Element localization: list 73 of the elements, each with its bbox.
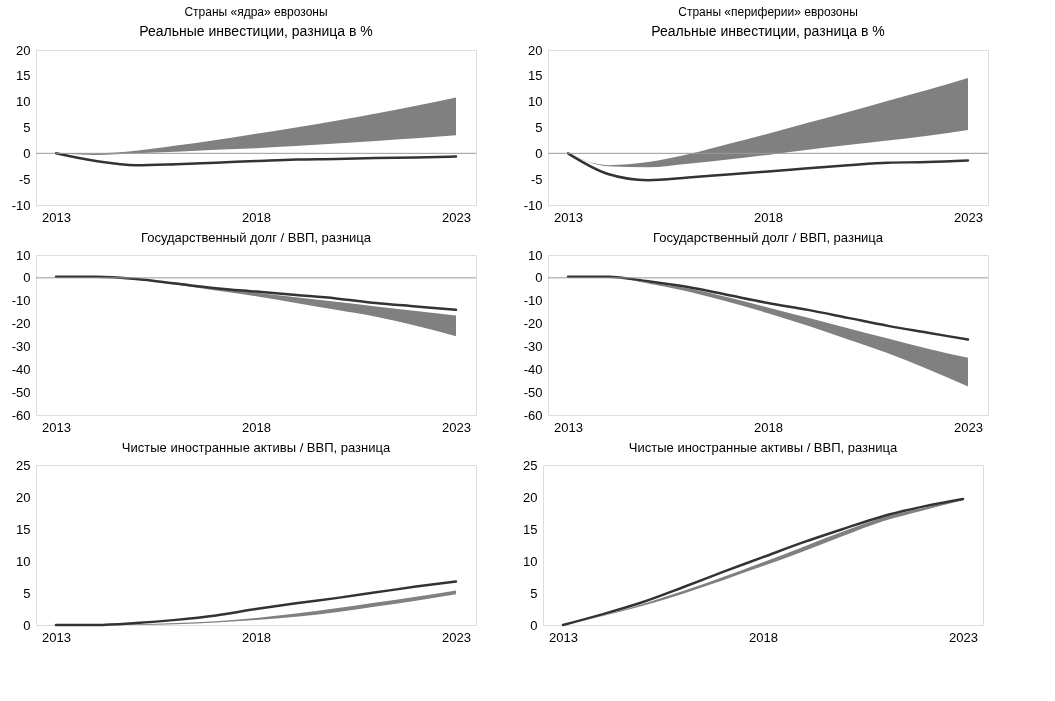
line-series: [566, 275, 970, 341]
y-tick-label: -30: [523, 338, 543, 354]
y-tick-label: 0: [23, 270, 31, 286]
y-tick-label: 0: [535, 145, 543, 161]
y-tick-label: 20: [528, 42, 543, 58]
y-tick-label: 15: [523, 521, 538, 537]
chart-title: Государственный долг / ВВП, разница: [652, 230, 884, 245]
chart-title: Страны «ядра» еврозоны: [184, 5, 328, 19]
y-tick-label: 25: [16, 457, 31, 473]
y-tick-label: 10: [16, 247, 31, 263]
line-series: [54, 580, 458, 627]
x-tick-label: 2013: [554, 419, 583, 435]
x-tick-label: 2013: [42, 629, 71, 645]
x-tick-label: 2023: [954, 209, 983, 225]
y-tick-label: 5: [23, 585, 31, 601]
y-tick-label: -40: [523, 361, 543, 377]
x-tick-label: 2013: [554, 209, 583, 225]
y-tick-label: 10: [16, 553, 31, 569]
y-tick-label: 5: [23, 120, 31, 135]
x-tick-label: 2018: [754, 209, 783, 225]
y-tick-label: -10: [523, 197, 543, 213]
y-tick-label: 15: [16, 521, 31, 537]
y-tick-label: -10: [11, 197, 31, 213]
x-tick-label: 2023: [949, 629, 978, 645]
y-tick-label: 20: [16, 489, 31, 505]
y-tick-label: 0: [530, 617, 538, 633]
x-tick-label: 2023: [954, 419, 983, 435]
x-tick-label: 2013: [549, 629, 578, 645]
y-tick-label: 10: [528, 94, 543, 110]
x-tick-label: 2018: [242, 419, 271, 435]
y-tick-label: 25: [523, 457, 538, 473]
x-tick-label: 2023: [442, 629, 471, 645]
y-tick-label: -50: [11, 384, 31, 400]
chart-title: Государственный долг / ВВП, разница: [140, 230, 372, 245]
x-tick-label: 2018: [242, 209, 271, 225]
y-tick-label: -5: [18, 171, 31, 187]
y-tick-label: -10: [11, 293, 31, 309]
y-tick-label: -30: [11, 338, 31, 354]
y-tick-label: -50: [523, 384, 543, 400]
y-tick-label: 0: [535, 270, 543, 286]
y-tick-label: -20: [523, 316, 543, 332]
y-tick-label: -40: [11, 361, 31, 377]
x-tick-label: 2023: [442, 209, 471, 225]
line-series: [566, 152, 970, 182]
x-tick-label: 2018: [754, 419, 783, 435]
line-series: [54, 275, 458, 312]
y-tick-label: 15: [16, 68, 31, 84]
x-tick-label: 2013: [42, 419, 71, 435]
x-tick-label: 2018: [749, 629, 778, 645]
y-tick-label: 20: [16, 42, 31, 58]
y-tick-label: -5: [530, 171, 543, 187]
y-tick-label: 10: [528, 247, 543, 263]
y-tick-label: -60: [523, 407, 543, 423]
chart-title: Чистые иностранные активы / ВВП, разница: [121, 440, 391, 455]
y-tick-label: 0: [23, 617, 31, 633]
y-tick-label: -10: [523, 293, 543, 309]
line-series: [54, 152, 458, 167]
y-tick-label: 15: [528, 68, 543, 84]
chart-title: Страны «периферии» еврозоны: [678, 5, 858, 19]
chart-subtitle: Реальные инвестиции, разница в %: [651, 23, 885, 39]
y-tick-label: 10: [523, 553, 538, 569]
x-tick-label: 2023: [442, 419, 471, 435]
x-tick-label: 2018: [242, 629, 271, 645]
x-tick-label: 2013: [42, 209, 71, 225]
y-tick-label: 0: [23, 145, 31, 161]
y-tick-label: 5: [530, 585, 538, 601]
chart-title: Чистые иностранные активы / ВВП, разница: [628, 440, 898, 455]
y-tick-label: 5: [535, 120, 543, 135]
y-tick-label: 20: [523, 489, 538, 505]
y-tick-label: 10: [16, 94, 31, 110]
chart-subtitle: Реальные инвестиции, разница в %: [139, 23, 373, 39]
y-tick-label: -60: [11, 407, 31, 423]
y-tick-label: -20: [11, 316, 31, 332]
